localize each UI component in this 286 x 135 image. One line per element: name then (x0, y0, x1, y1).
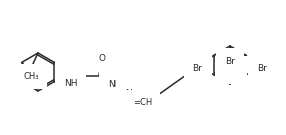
Text: O: O (99, 54, 106, 63)
Text: OH: OH (224, 65, 238, 75)
Text: CH₃: CH₃ (23, 72, 39, 81)
Text: Br: Br (192, 64, 202, 73)
Text: =CH: =CH (133, 98, 152, 107)
Text: Br: Br (225, 58, 235, 67)
Text: Br: Br (257, 64, 267, 73)
Text: N: N (125, 89, 132, 98)
Text: NH: NH (64, 79, 77, 88)
Text: NH: NH (108, 80, 121, 89)
